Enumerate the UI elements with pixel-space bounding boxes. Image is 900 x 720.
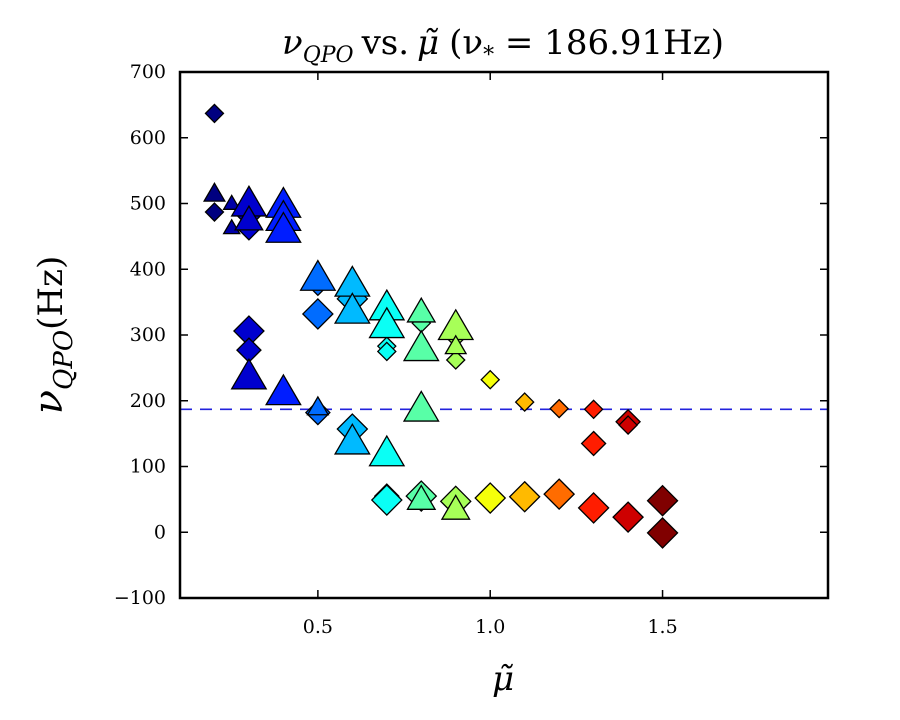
data-point-diamond [445,350,466,370]
data-point-diamond [376,341,397,362]
y-axis-label: νQPO(Hz) [26,256,79,415]
ticks-layer: −100 0 100 200 300 400 500 600 700 0.5 1.0 1.5 [114,61,828,638]
y-tick-label: 700 [130,61,166,83]
data-point-triangle [306,395,330,416]
y-tick-label: 0 [154,521,166,543]
data-point-triangle [265,373,302,406]
data-point-diamond [204,202,225,222]
data-point-triangle [402,329,440,362]
data-point-diamond [480,369,501,390]
y-tick-label: 600 [130,127,166,149]
y-tick-label: 400 [130,258,166,280]
data-point-triangle [299,259,337,291]
data-point-triangle [265,211,302,243]
data-point-triangle [402,390,440,422]
data-point-triangle [440,494,471,520]
data-point-diamond [514,392,535,412]
y-tick-label: 100 [130,456,166,478]
data-point-triangle [202,181,226,202]
data-point-diamond [618,415,639,435]
y-tick-label: −100 [114,587,166,609]
data-point-diamond [583,399,604,420]
data-point-triangle [333,422,371,455]
plot-background [180,72,828,598]
data-point-triangle [333,292,371,324]
data-point-triangle [368,434,406,467]
points-layer [202,103,679,549]
x-axis-label: μ̃ [492,659,514,699]
x-tick-label: 1.0 [475,616,505,638]
x-tick-label: 1.5 [647,616,677,638]
data-point-diamond [549,398,570,419]
data-point-triangle [234,204,264,231]
data-point-triangle [406,296,437,323]
chart-title: νQPO vs. μ̃ (ν* = 186.91Hz) [282,23,724,68]
data-point-diamond [370,484,403,516]
y-tick-label: 500 [130,193,166,215]
data-point-diamond [646,516,679,549]
data-point-triangle [222,194,241,210]
plot-frame [178,70,830,600]
data-point-diamond [580,430,607,457]
data-point-diamond [204,103,225,124]
data-point-diamond [646,484,679,517]
data-point-triangle [444,334,468,355]
data-point-diamond [612,501,645,534]
y-tick-label: 300 [130,324,166,346]
data-point-triangle [368,306,406,339]
data-point-diamond [301,298,334,330]
data-point-diamond [577,492,610,524]
data-point-diamond [508,480,541,513]
data-point-triangle [230,357,268,390]
data-point-diamond [474,482,507,514]
x-tick-label: 0.5 [303,616,333,638]
y-tick-label: 200 [130,390,166,412]
data-point-diamond [543,478,576,511]
data-point-triangle [406,484,437,510]
